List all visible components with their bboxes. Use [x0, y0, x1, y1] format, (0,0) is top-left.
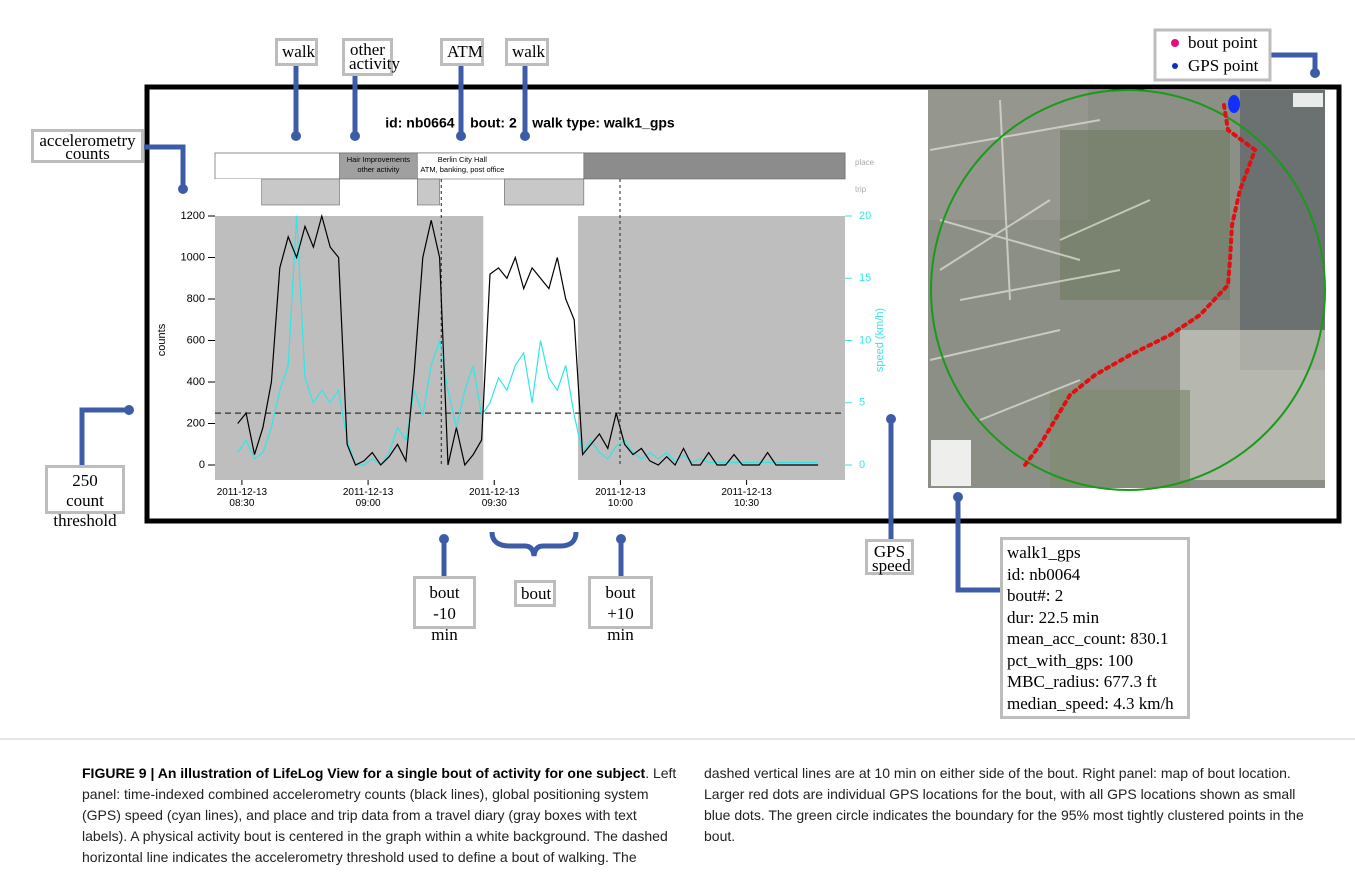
place-activity: ATM, banking, post office	[420, 165, 504, 174]
y2-tick-label: 10	[859, 334, 871, 346]
caption-label: FIGURE 9 | An illustration of LifeLog Vi…	[82, 765, 645, 781]
row-label: place	[855, 158, 875, 167]
annotation: accelerometry counts	[31, 129, 144, 163]
y-axis-label: counts	[156, 323, 168, 356]
annotation: walk	[505, 38, 549, 66]
x-tick-label: 2011-12-13 10:00	[585, 487, 655, 509]
annotation: GPS speed	[865, 539, 914, 575]
legend-marker	[1172, 63, 1178, 69]
info-line: dur: 22.5 min	[1007, 607, 1183, 629]
legend-marker	[1171, 39, 1179, 47]
info-line: id: nb0064	[1007, 564, 1183, 586]
place-name: Berlin City Hall	[438, 155, 488, 164]
y-tick-label: 0	[199, 459, 205, 471]
y2-tick-label: 15	[859, 272, 871, 284]
y2-tick-label: 5	[859, 397, 865, 409]
y2-axis-label: speed (km/h)	[874, 308, 886, 372]
trip-segment	[262, 179, 340, 205]
x-tick-label: 2011-12-13 09:00	[333, 487, 403, 509]
place-segment	[584, 153, 845, 179]
trip-segment	[504, 179, 583, 205]
y-tick-label: 600	[187, 334, 205, 346]
x-tick-label: 2011-12-13 08:30	[207, 487, 277, 509]
place-name: Hair Improvements	[347, 155, 411, 164]
x-tick-label: 2011-12-13 09:30	[459, 487, 529, 509]
row-label: trip	[855, 185, 867, 194]
legend-label: GPS point	[1188, 56, 1259, 75]
y2-tick-label: 20	[859, 210, 871, 222]
info-line: walk1_gps	[1007, 542, 1183, 564]
info-line: mean_acc_count: 830.1	[1007, 628, 1183, 650]
page: id: nb0664 bout: 2 walk type: walk1_gps H…	[0, 0, 1355, 891]
caption: FIGURE 9 | An illustration of LifeLog Vi…	[82, 763, 1304, 868]
annotation: other activity	[342, 38, 393, 76]
y-tick-label: 200	[187, 417, 205, 429]
trip-segment	[417, 179, 439, 205]
legend-label: bout point	[1188, 33, 1258, 52]
annotation: 250 count threshold	[45, 465, 125, 514]
map	[928, 90, 1325, 490]
annotation: ATM	[440, 38, 484, 66]
annotation: bout +10 min	[588, 576, 653, 629]
bout-region	[483, 216, 578, 480]
annotation: walk	[275, 38, 318, 66]
info-line: median_speed: 4.3 km/h	[1007, 693, 1183, 715]
y-tick-label: 1200	[181, 210, 205, 222]
info-line: bout#: 2	[1007, 585, 1183, 607]
y2-tick-label: 0	[859, 459, 865, 471]
y-tick-label: 400	[187, 376, 205, 388]
annotation: bout	[514, 580, 556, 607]
x-tick-label: 2011-12-13 10:30	[712, 487, 782, 509]
y-tick-label: 1000	[181, 251, 205, 263]
annotation: bout -10 min	[413, 576, 476, 629]
chart-title: id: nb0664 bout: 2 walk type: walk1_gps	[385, 115, 675, 131]
figure: id: nb0664 bout: 2 walk type: walk1_gps H…	[0, 0, 1355, 891]
place-activity: other activity	[357, 165, 399, 174]
info-line: pct_with_gps: 100	[1007, 650, 1183, 672]
info-line: MBC_radius: 677.3 ft	[1007, 671, 1183, 693]
y-tick-label: 800	[187, 293, 205, 305]
plot: id: nb0664 bout: 2 walk type: walk1_gps H…	[156, 115, 886, 485]
